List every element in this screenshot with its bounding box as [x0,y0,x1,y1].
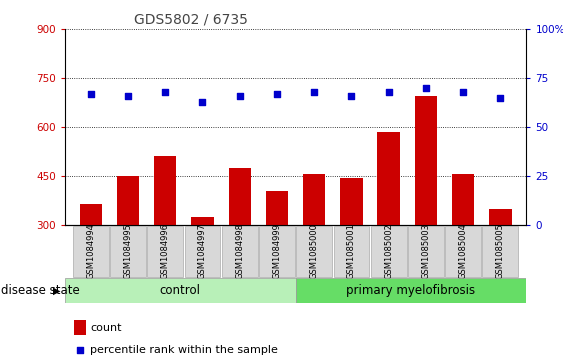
Bar [489,209,512,225]
FancyBboxPatch shape [296,226,332,277]
Bar [191,217,214,225]
Point [459,89,468,95]
FancyBboxPatch shape [445,226,481,277]
Point [272,91,282,97]
Text: GSM1084996: GSM1084996 [161,223,170,280]
Point [235,93,244,99]
Text: control: control [160,284,200,297]
FancyBboxPatch shape [371,226,406,277]
Text: GSM1084997: GSM1084997 [198,223,207,280]
Text: GSM1085001: GSM1085001 [347,224,356,279]
Bar [452,174,474,225]
Text: GSM1085005: GSM1085005 [496,224,505,279]
Bar [229,168,251,225]
Point [86,91,95,97]
FancyBboxPatch shape [148,226,183,277]
FancyBboxPatch shape [110,226,146,277]
Bar [340,178,363,225]
Text: GSM1084998: GSM1084998 [235,223,244,280]
Text: primary myelofibrosis: primary myelofibrosis [346,284,476,297]
Point [123,93,132,99]
Point [161,89,170,95]
Bar [154,156,176,225]
Text: percentile rank within the sample: percentile rank within the sample [90,345,278,355]
FancyBboxPatch shape [222,226,258,277]
Point [310,89,319,95]
FancyBboxPatch shape [65,278,296,303]
Bar [303,174,325,225]
Bar [266,191,288,225]
FancyBboxPatch shape [259,226,295,277]
FancyBboxPatch shape [73,226,109,277]
Bar [415,96,437,225]
Text: GSM1085004: GSM1085004 [459,224,468,279]
Point [75,347,84,353]
Text: GSM1085000: GSM1085000 [310,224,319,279]
FancyBboxPatch shape [296,278,526,303]
Point [421,85,430,91]
Point [496,95,505,101]
FancyBboxPatch shape [408,226,444,277]
FancyBboxPatch shape [333,226,369,277]
Text: GSM1084994: GSM1084994 [86,224,95,279]
FancyBboxPatch shape [482,226,518,277]
Point [384,89,393,95]
Text: GSM1085002: GSM1085002 [384,224,393,279]
Text: GDS5802 / 6735: GDS5802 / 6735 [134,12,248,26]
Text: GSM1084999: GSM1084999 [272,224,282,279]
Bar [79,204,102,225]
Point [347,93,356,99]
Text: GSM1084995: GSM1084995 [123,224,132,279]
Bar [117,176,139,225]
Bar [377,132,400,225]
FancyBboxPatch shape [185,226,220,277]
Text: GSM1085003: GSM1085003 [421,223,430,280]
Text: count: count [90,323,122,333]
Text: disease state: disease state [1,284,80,297]
Point [198,99,207,105]
Text: ▶: ▶ [53,285,61,295]
Bar [74,320,86,335]
